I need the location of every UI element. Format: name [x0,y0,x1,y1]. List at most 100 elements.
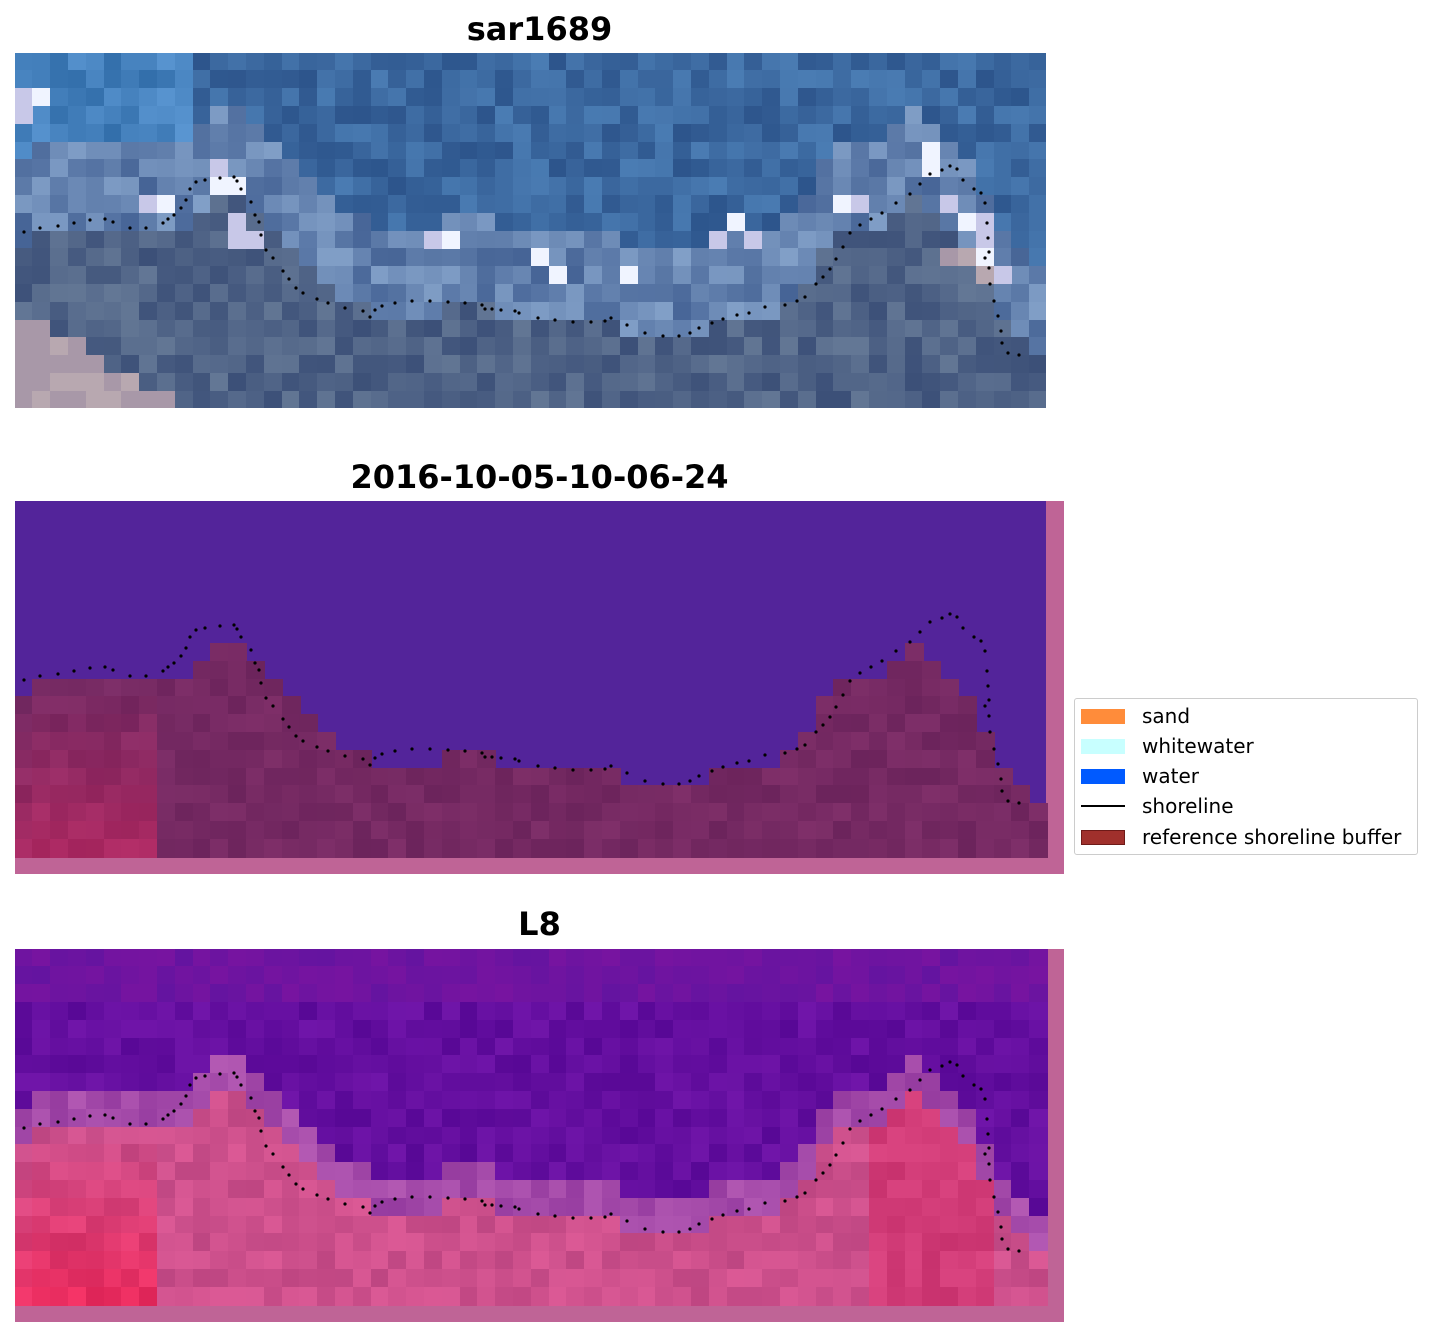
shoreline-dot [1006,1247,1010,1251]
shoreline-dot [271,256,275,260]
shoreline-dot [194,180,198,184]
shoreline-dot [940,168,944,172]
shoreline-dot [88,1114,92,1118]
shoreline-dot [188,187,192,191]
panel-title-rgb: sar1689 [466,10,613,48]
shoreline-dot [232,1071,236,1075]
shoreline-dot [287,1173,291,1177]
shoreline-dot [1017,801,1021,805]
panel-title-classified: 2016-10-05-10-06-24 [350,458,729,496]
shoreline-dot [918,182,922,186]
shoreline-dot [232,623,236,627]
shoreline-dot [880,211,884,215]
shoreline-dot [983,1152,987,1156]
shoreline-dot [763,1201,767,1205]
shoreline-dot [979,639,983,643]
shoreline-dot [983,1097,987,1101]
panel-title-index: L8 [518,905,561,943]
shoreline-dot [22,1126,26,1130]
shoreline-dot [259,233,263,237]
shoreline-dot [259,681,263,685]
shoreline-dot [235,1075,239,1079]
shoreline-dot [249,1096,253,1100]
shoreline-dot [1017,353,1021,357]
shoreline-dot [38,1122,42,1126]
shoreline-dot [721,765,725,769]
shoreline-dot [301,1187,305,1191]
shoreline-dot [144,226,148,230]
legend-label: water [1142,764,1199,788]
shoreline-dot [986,684,990,688]
shoreline-dot [144,674,148,678]
shoreline-dot [983,201,987,205]
shoreline-dot [373,1204,377,1208]
shoreline-dot [983,704,987,708]
shoreline-dot [111,220,115,224]
shoreline-dot [625,323,629,327]
shoreline-dot [393,301,397,305]
shoreline-dot [72,669,76,673]
shoreline-dot [894,201,898,205]
shoreline-dot [264,1144,268,1148]
shoreline-dot [795,1195,799,1199]
shoreline-dot [603,319,607,323]
shoreline-dot [553,1214,557,1218]
shoreline-dot [972,187,976,191]
shoreline-dot [326,1197,330,1201]
shoreline-dot [609,1212,613,1216]
shoreline-dot [235,627,239,631]
shoreline-dot [490,1203,494,1207]
shoreline-dot [828,267,832,271]
shoreline-dot [235,179,239,183]
shoreline-dot [428,299,432,303]
shoreline-dot [783,1199,787,1203]
shoreline-dot [393,1197,397,1201]
shoreline-dot [294,734,298,738]
shoreline-dot [513,309,517,313]
shoreline-dot [446,1196,450,1200]
shoreline-dot [609,316,613,320]
shoreline-dot [463,1197,467,1201]
shoreline-dot [184,646,188,650]
shoreline-dot [987,1146,991,1150]
shoreline-dot [848,1127,852,1131]
shoreline-dot [677,334,681,338]
rgb-image [15,53,1046,408]
shoreline-dot [553,766,557,770]
shoreline-dot [688,1227,692,1231]
shoreline-dot [179,1102,183,1106]
shoreline-dot [513,1205,517,1209]
shoreline-dot [795,747,799,751]
shoreline-dot [908,640,912,644]
legend-label: shoreline [1142,794,1234,818]
shoreline-dot [446,300,450,304]
shoreline-dot [1000,789,1004,793]
shoreline-dot [834,1153,838,1157]
shoreline-dot [257,1116,261,1120]
shoreline-dot [987,250,991,254]
shoreline-dot [992,747,996,751]
shoreline-dot [326,301,330,305]
shoreline-dot [710,1217,714,1221]
shoreline-dot [677,782,681,786]
shoreline-dot [880,1107,884,1111]
shoreline-dot [184,1094,188,1098]
shoreline-dot [38,226,42,230]
shoreline-dot [128,226,132,230]
shoreline-dot [986,1132,990,1136]
shoreline-dot [480,1199,484,1203]
shoreline-dot [203,626,207,630]
shoreline-dot [589,768,593,772]
shoreline-dot [988,730,992,734]
shoreline-dot [428,1195,432,1199]
shoreline-dot [373,756,377,760]
shoreline-dot [979,1087,983,1091]
shoreline-dot [343,1202,347,1206]
shoreline-dot [661,782,665,786]
shoreline-dots-classified [22,612,1021,805]
shoreline-dot [814,730,818,734]
shoreline-dot [144,1122,148,1126]
shoreline-dot [103,217,107,221]
shoreline-dot [996,314,1000,318]
shoreline-dot [257,668,261,672]
